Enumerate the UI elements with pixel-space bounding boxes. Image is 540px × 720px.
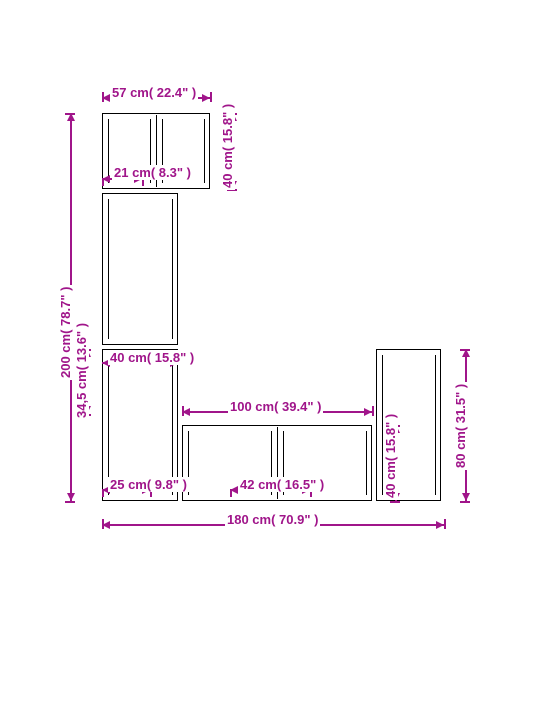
dim-label-d345: 34,5 cm( 13.6" ) <box>74 321 89 420</box>
dim-label-d21: 21 cm( 8.3" ) <box>112 165 193 180</box>
diagram-canvas: 57 cm( 22.4" ) 40 cm( 15.8" ) 21 cm( 8.3" … <box>0 0 540 720</box>
dim-label-d40r: 40 cm( 15.8" ) <box>220 102 235 190</box>
dim-label-d100: 100 cm( 39.4" ) <box>228 399 323 414</box>
cabinet-tall-upper <box>102 193 178 345</box>
dim-label-d57: 57 cm( 22.4" ) <box>110 85 198 100</box>
dim-label-d80: 80 cm( 31.5" ) <box>453 382 468 470</box>
dim-label-d42: 42 cm( 16.5" ) <box>238 477 326 492</box>
dim-label-d40tv: 40 cm( 15.8" ) <box>383 412 398 500</box>
dim-label-d180: 180 cm( 70.9" ) <box>225 512 320 527</box>
dim-label-d25: 25 cm( 9.8" ) <box>108 477 189 492</box>
dim-label-d40in: 40 cm( 15.8" ) <box>108 350 196 365</box>
dim-label-d200: 200 cm( 78.7" ) <box>58 285 73 380</box>
